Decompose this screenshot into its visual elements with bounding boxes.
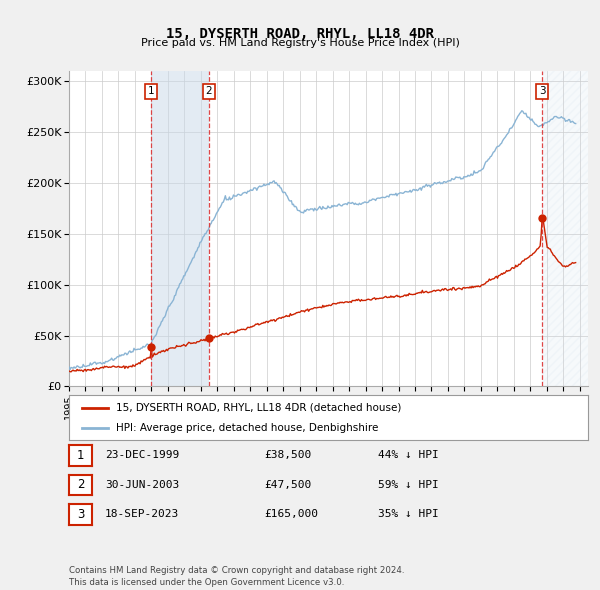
Text: £38,500: £38,500 bbox=[264, 451, 311, 460]
Text: 23-DEC-1999: 23-DEC-1999 bbox=[105, 451, 179, 460]
Text: 15, DYSERTH ROAD, RHYL, LL18 4DR: 15, DYSERTH ROAD, RHYL, LL18 4DR bbox=[166, 27, 434, 41]
Text: 44% ↓ HPI: 44% ↓ HPI bbox=[378, 451, 439, 460]
Text: 35% ↓ HPI: 35% ↓ HPI bbox=[378, 510, 439, 519]
Text: 3: 3 bbox=[539, 86, 545, 96]
Text: 2: 2 bbox=[77, 478, 84, 491]
Text: 2: 2 bbox=[206, 86, 212, 96]
Bar bbox=[151, 71, 209, 386]
Text: 59% ↓ HPI: 59% ↓ HPI bbox=[378, 480, 439, 490]
Text: Contains HM Land Registry data © Crown copyright and database right 2024.
This d: Contains HM Land Registry data © Crown c… bbox=[69, 566, 404, 587]
Text: £165,000: £165,000 bbox=[264, 510, 318, 519]
Text: £47,500: £47,500 bbox=[264, 480, 311, 490]
Bar bbox=[542, 71, 588, 386]
Text: 18-SEP-2023: 18-SEP-2023 bbox=[105, 510, 179, 519]
Text: 30-JUN-2003: 30-JUN-2003 bbox=[105, 480, 179, 490]
Text: 1: 1 bbox=[77, 449, 84, 462]
Text: HPI: Average price, detached house, Denbighshire: HPI: Average price, detached house, Denb… bbox=[116, 424, 378, 434]
Text: 15, DYSERTH ROAD, RHYL, LL18 4DR (detached house): 15, DYSERTH ROAD, RHYL, LL18 4DR (detach… bbox=[116, 403, 401, 412]
Text: 1: 1 bbox=[148, 86, 154, 96]
Text: Price paid vs. HM Land Registry's House Price Index (HPI): Price paid vs. HM Land Registry's House … bbox=[140, 38, 460, 48]
Text: 3: 3 bbox=[77, 508, 84, 521]
